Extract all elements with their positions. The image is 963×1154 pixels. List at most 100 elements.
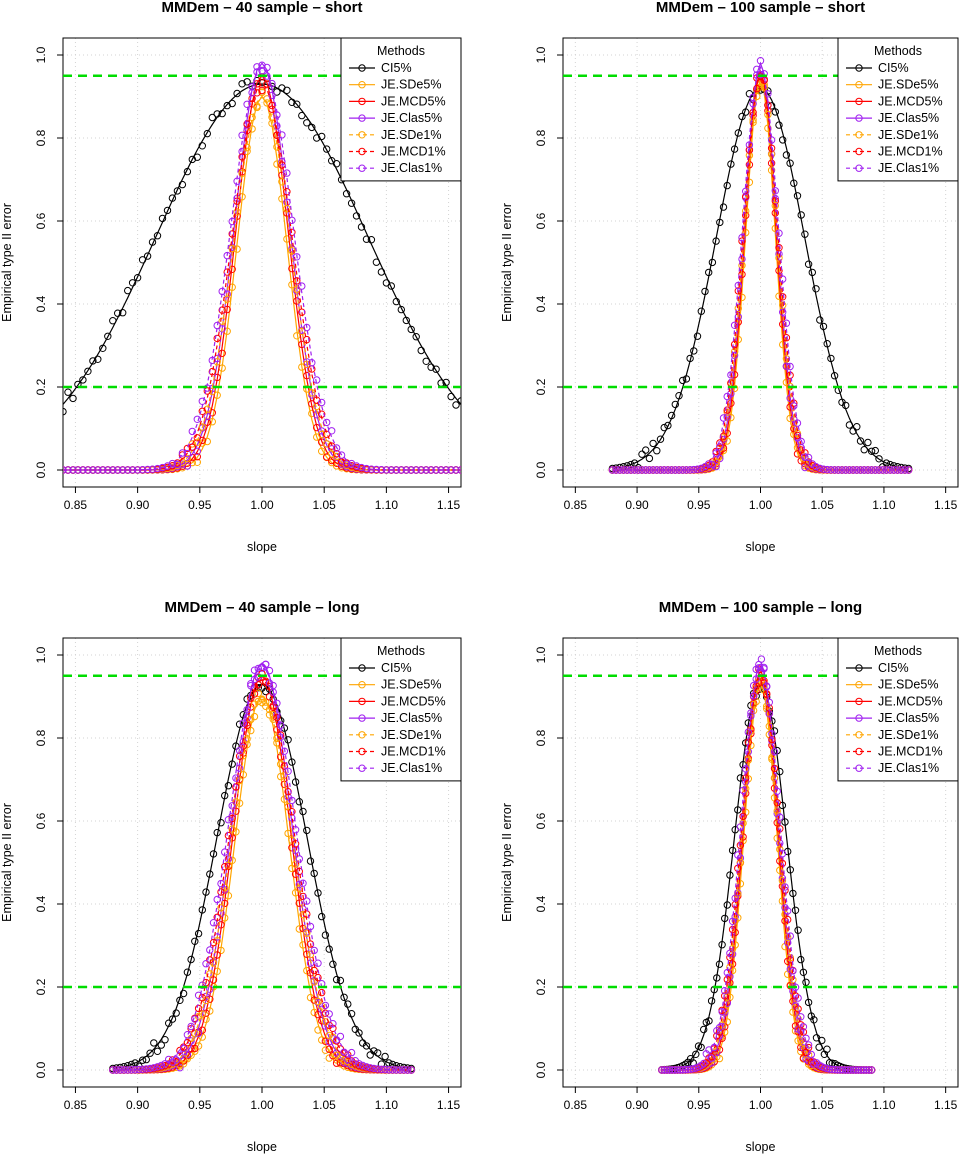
y-axis-label: Empirical type II error [500, 803, 514, 922]
data-point [392, 1066, 400, 1074]
data-point [173, 460, 182, 469]
legend-label: JE.SDe1% [878, 128, 938, 142]
data-point [336, 1054, 345, 1062]
y-tick-label: 1.0 [34, 46, 48, 63]
x-tick-label: 0.90 [126, 498, 150, 512]
data-point [284, 767, 292, 775]
data-point [303, 929, 311, 937]
legend-label: JE.Clas1% [878, 161, 939, 175]
data-point [718, 1008, 726, 1016]
data-point [846, 1066, 855, 1074]
data-point [400, 1063, 408, 1072]
data-point [228, 244, 236, 253]
data-point [221, 899, 229, 908]
data-point [228, 760, 236, 768]
data-point [745, 90, 754, 98]
series-line [112, 679, 412, 1071]
data-point [208, 418, 217, 426]
data-point [209, 938, 218, 947]
data-point [308, 389, 316, 397]
data-point [94, 466, 102, 474]
data-point [291, 826, 300, 834]
data-point [784, 915, 792, 924]
data-point [427, 363, 435, 371]
legend-item: CI5% [846, 661, 909, 675]
data-point [248, 89, 256, 97]
data-point [797, 437, 805, 446]
data-point [303, 119, 311, 127]
legend-item: JE.Clas1% [349, 761, 442, 775]
data-point [228, 230, 236, 238]
data-point [901, 466, 909, 474]
data-point [362, 464, 371, 473]
data-point [351, 1060, 359, 1068]
y-tick-label: 0.6 [34, 812, 48, 829]
data-point [786, 954, 794, 962]
data-point [355, 1029, 363, 1037]
data-point [782, 151, 791, 159]
data-point [904, 466, 913, 474]
data-point [707, 1054, 716, 1062]
chart-title: MMDem – 100 sample – short [656, 0, 865, 16]
data-point [730, 321, 739, 329]
legend-label: CI5% [381, 61, 412, 75]
data-point [213, 933, 221, 941]
data-point [764, 90, 772, 98]
data-point [422, 466, 430, 474]
data-point [653, 447, 661, 455]
legend-marker [855, 97, 863, 106]
legend-item: JE.SDe1% [846, 728, 938, 742]
data-point [173, 187, 182, 195]
data-point [235, 720, 244, 728]
data-point [367, 465, 376, 473]
data-point [708, 460, 717, 469]
data-point [233, 208, 241, 216]
data-point [718, 941, 726, 949]
data-point [667, 411, 676, 420]
data-point [660, 423, 668, 432]
data-point [736, 823, 745, 831]
data-point [277, 731, 285, 739]
data-point [673, 1066, 682, 1074]
data-point [318, 398, 326, 407]
data-point [332, 1059, 341, 1067]
data-point [325, 1054, 333, 1062]
data-point [734, 851, 742, 859]
data-point [150, 1039, 158, 1047]
chart-title: MMDem – 40 sample – short [162, 0, 363, 16]
data-point [179, 989, 188, 998]
data-point [799, 1023, 808, 1031]
data-point [697, 1043, 705, 1052]
data-point [726, 949, 734, 957]
data-point [308, 391, 316, 399]
data-point [321, 1001, 330, 1010]
data-point [782, 319, 791, 327]
data-point [776, 857, 784, 865]
data-point [114, 309, 122, 317]
data-point [288, 228, 296, 237]
data-point [138, 1056, 147, 1064]
data-point [232, 798, 240, 806]
data-point [836, 1066, 844, 1074]
data-point [208, 387, 217, 396]
data-point [739, 812, 747, 821]
data-point [329, 1020, 337, 1028]
y-tick-label: 0.8 [34, 129, 48, 146]
data-point [323, 418, 331, 427]
data-point [357, 223, 366, 231]
data-point [770, 748, 779, 756]
legend-marker [358, 681, 366, 689]
data-point [194, 929, 203, 938]
data-point [273, 122, 281, 130]
data-point [69, 394, 77, 403]
legend-item: JE.SDe1% [846, 128, 938, 142]
data-point [816, 316, 824, 324]
data-point [273, 713, 281, 722]
data-point [771, 201, 779, 210]
data-point [834, 466, 842, 474]
y-tick-label: 0.6 [34, 212, 48, 229]
data-point [288, 264, 296, 273]
series-je-clas1- [608, 65, 913, 474]
y-tick-label: 0.0 [34, 461, 48, 478]
data-point [183, 167, 192, 176]
